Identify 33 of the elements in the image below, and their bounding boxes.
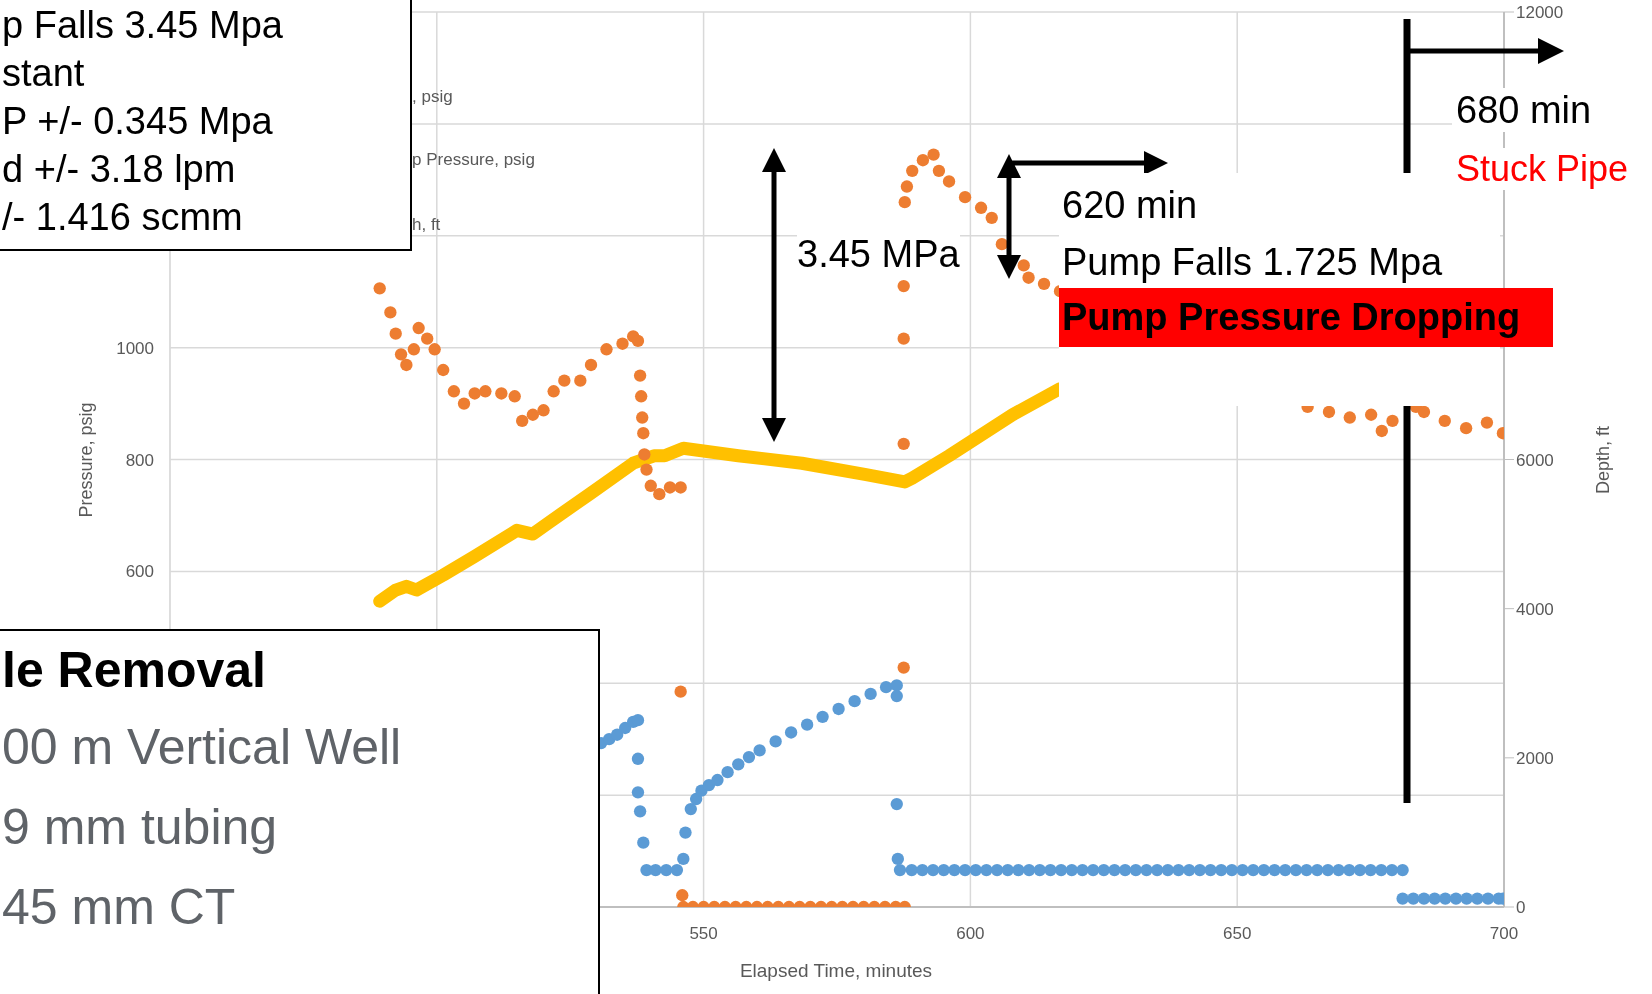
x-tick-label: 550 [689,924,718,944]
annotation: 9 mm tubing [2,799,278,855]
annotation: , psig [412,87,453,106]
y-axis-title: Pressure, psig [76,402,96,518]
text: stant [2,52,85,94]
y2-tick-label: 4000 [1516,599,1554,619]
x-tick-label: 600 [956,924,985,944]
annotation: P +/- 0.345 Mpa [2,100,273,142]
annotation: p Falls 3.45 Mpa [2,4,283,46]
y-tick-label: 800 [125,450,154,470]
annotation: 00 m Vertical Well [2,719,402,775]
y2-tick-label: 0 [1516,898,1526,918]
y2-axis-title: Depth, ft [1593,425,1613,495]
annotation: 3.45 MPa [797,233,960,275]
annotation: p Pressure, psig [412,150,535,169]
annotation: 680 min [1452,88,1596,132]
annotation: 620 min [1062,184,1198,226]
annotation: d +/- 3.18 lpm [2,148,236,190]
annotation: Pump Pressure Dropping [1059,288,1553,347]
annotation: le Removal [2,642,267,698]
x-tick-label: 700 [1489,924,1519,944]
annotation: 45 mm CT [2,879,236,935]
annotation: h, ft [412,215,441,234]
annotation: Pump Falls 1.725 Mpa [1062,241,1443,283]
annotation: Stuck Pipe [1452,148,1633,190]
y2-tick-label: 12000 [1516,3,1564,23]
x-axis-title: Elapsed Time, minutes [739,959,933,981]
y-tick-label: 1000 [116,338,154,358]
annotation: /- 1.416 scmm [2,196,243,238]
y-tick-label: 600 [125,562,154,582]
x-tick-label: 650 [1223,924,1252,944]
y2-tick-label: 2000 [1516,748,1554,768]
y2-tick-label: 6000 [1516,450,1554,470]
